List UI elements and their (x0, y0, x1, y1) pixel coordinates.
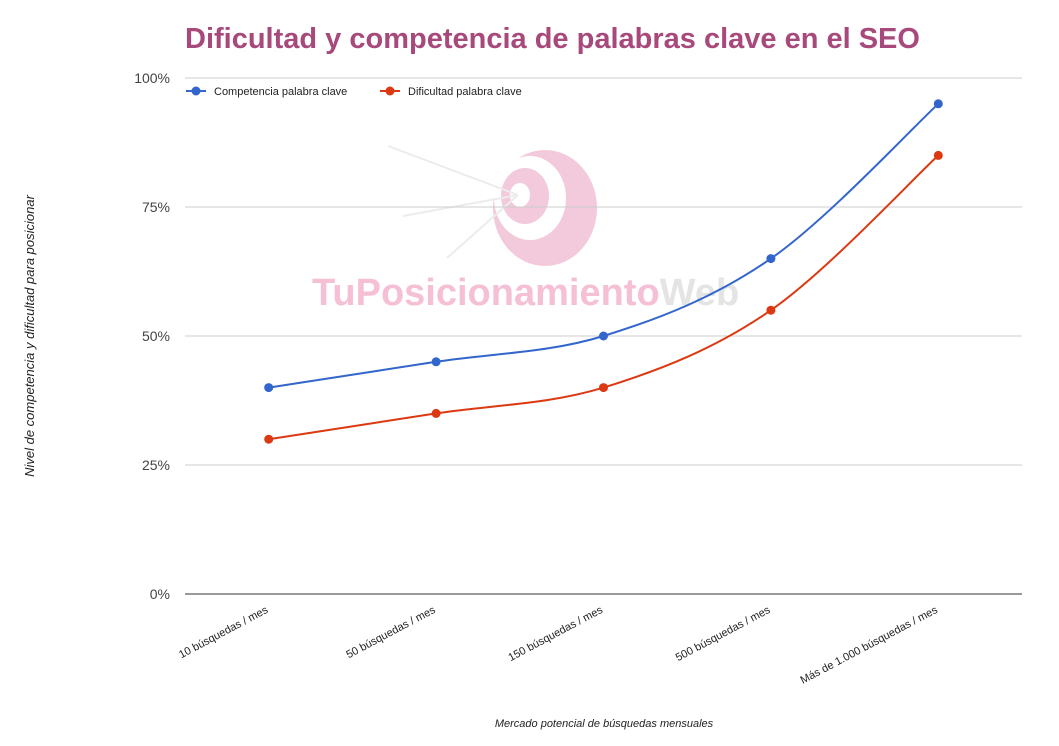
watermark-part: Web (660, 272, 740, 314)
x-tick-label: 50 búsquedas / mes (344, 604, 438, 661)
series-line (268, 103, 939, 389)
watermark-logo (387, 145, 597, 266)
y-tick-label: 25% (142, 457, 170, 473)
data-point (933, 99, 943, 109)
data-point (766, 254, 776, 264)
y-axis-title: Nivel de competencia y dificultad para p… (22, 194, 37, 476)
chart-title: Dificultad y competencia de palabras cla… (185, 23, 920, 55)
data-point (264, 434, 274, 444)
x-tick-label: 500 búsquedas / mes (674, 604, 773, 664)
data-point (431, 408, 441, 418)
legend-label: Competencia palabra clave (214, 86, 347, 98)
y-tick-label: 50% (142, 328, 170, 344)
y-tick-label: 0% (150, 586, 170, 602)
data-point (431, 357, 441, 367)
watermark: TuPosicionamientoWeb (312, 272, 739, 314)
data-point (933, 150, 943, 160)
legend-marker (191, 86, 201, 96)
data-point (766, 305, 776, 315)
watermark-part: TuPosicionamiento (312, 272, 660, 314)
data-point (599, 383, 608, 393)
y-tick-label: 100% (134, 70, 170, 86)
x-axis-title: Mercado potencial de búsquedas mensuales (495, 718, 714, 730)
legend-marker (385, 86, 395, 96)
y-tick-label: 75% (142, 199, 170, 215)
x-tick-label: 10 búsquedas / mes (177, 604, 271, 661)
data-point (264, 383, 274, 393)
data-point (599, 331, 608, 341)
legend-label: Dificultad palabra clave (408, 86, 522, 98)
x-tick-label: Más de 1.000 búsquedas / mes (799, 604, 941, 687)
x-tick-label: 150 búsquedas / mes (506, 604, 605, 664)
